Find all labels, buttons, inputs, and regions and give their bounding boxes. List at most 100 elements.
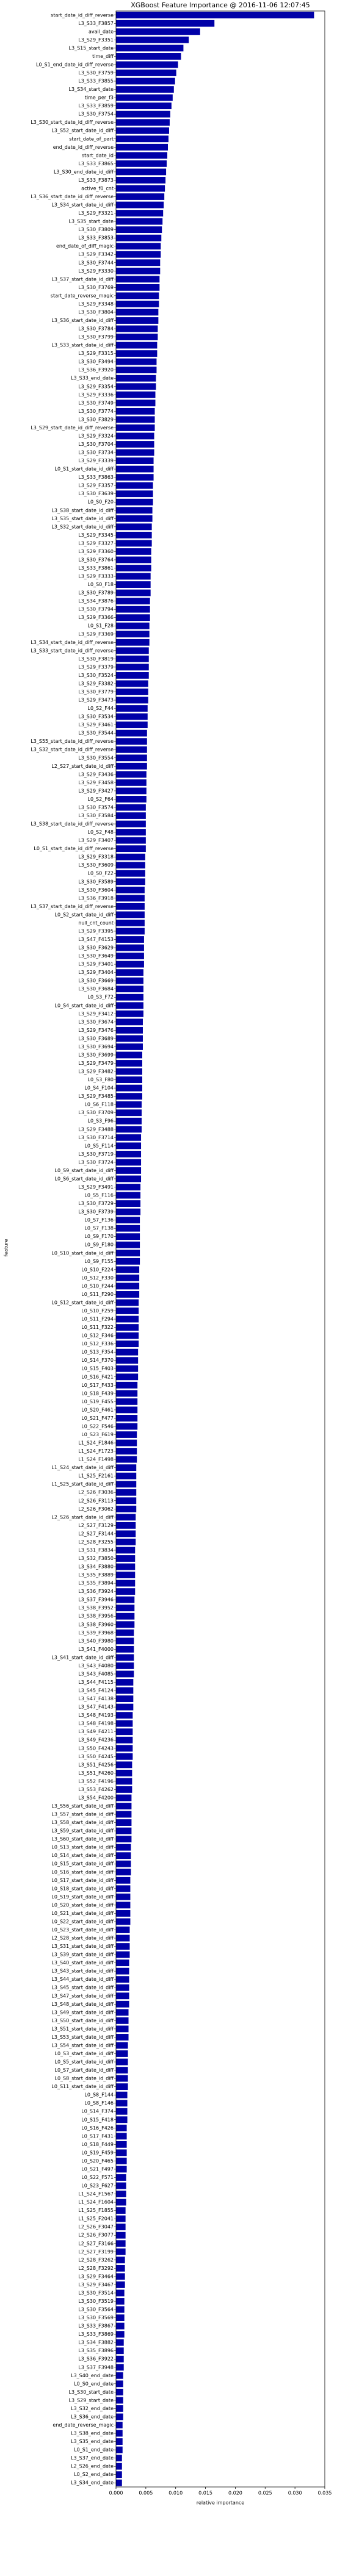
bar	[116, 119, 170, 126]
y-tick-label: L0_S12_F346	[81, 1333, 114, 1339]
y-tick-label: L0_S15_start_date_id_diff	[51, 1861, 114, 1867]
y-tick-label: L0_S9_F180	[84, 1242, 114, 1248]
bar	[116, 787, 147, 795]
y-tick-label: L3_S51_start_date_id_diff	[51, 2026, 114, 2031]
x-tick-label: 0.000	[109, 2491, 123, 2496]
bar	[116, 1472, 137, 1479]
plot-frame	[115, 10, 325, 2488]
bar	[116, 2083, 128, 2091]
y-tick-label: L3_S56_start_date_id_diff	[51, 1803, 114, 1809]
bar	[116, 2347, 124, 2355]
y-tick-label: L3_S36_F3920	[78, 367, 114, 373]
bar	[116, 374, 156, 382]
bar	[116, 1753, 133, 1760]
y-tick-label: L0_S1_F28	[88, 623, 114, 629]
y-tick-label: L3_S33_F3863	[78, 474, 114, 480]
y-tick-label: L3_S32_start_date_id_diff_reverse	[31, 747, 114, 753]
y-tick-label: L3_S30_F3564	[78, 2307, 114, 2313]
bar	[116, 1225, 140, 1232]
bar	[116, 1563, 136, 1570]
bar	[116, 1547, 136, 1554]
bar	[116, 1927, 130, 1933]
y-tick-label: L3_S30_F3734	[78, 450, 114, 456]
y-tick-label: L3_S30_F3574	[78, 804, 114, 810]
y-tick-label: L3_S47_F4143	[78, 1705, 114, 1710]
bar	[116, 1580, 136, 1587]
bar	[116, 1645, 134, 1653]
y-tick-label: L2_S26_end_date	[71, 2464, 114, 2469]
y-tick-label: L0_S1_start_date_id_diff_reverse	[34, 846, 114, 851]
y-tick-label: L3_S35_F3889	[78, 1572, 114, 1578]
bar	[116, 1852, 131, 1859]
y-tick-label: L3_S29_F3339	[78, 458, 114, 463]
bar	[116, 2191, 126, 2197]
bar	[116, 853, 145, 860]
bar	[116, 1959, 129, 1967]
bar	[116, 1505, 137, 1512]
y-tick-label: L3_S30_start_date	[69, 2389, 114, 2395]
y-tick-label: L0_S14_F374	[81, 2109, 114, 2114]
y-tick-label: L3_S40_end_date	[71, 2373, 114, 2378]
bar	[116, 598, 150, 605]
bar	[116, 2075, 128, 2082]
y-tick-label: L0_S16_F421	[81, 1374, 114, 1379]
y-tick-label: L3_S37_start_date_id_diff	[51, 276, 114, 282]
bar	[116, 292, 159, 299]
y-tick-label: L3_S30_F3794	[78, 607, 114, 612]
y-tick-label: L3_S58_start_date_id_diff	[51, 1820, 114, 1825]
y-tick-label: L3_S30_F3494	[78, 359, 114, 365]
bar	[116, 1712, 133, 1719]
bar	[116, 1390, 138, 1397]
bar	[116, 1605, 135, 1612]
bar	[116, 1159, 142, 1166]
bar	[116, 1406, 138, 1414]
y-tick-label: L3_S30_F3769	[78, 285, 114, 290]
y-tick-label: L0_S3_F80	[88, 1077, 114, 1082]
bar	[116, 2215, 126, 2222]
y-tick-label: L3_S29_F3485	[78, 1093, 114, 1099]
y-tick-label: L3_S30_F3709	[78, 1110, 114, 1115]
y-tick-label: L0_S10_start_date_id_diff	[51, 1250, 114, 1256]
bar	[116, 1299, 139, 1306]
y-tick-label: L3_S29_F3336	[78, 392, 114, 398]
y-tick-label: L3_S29_F3366	[78, 615, 114, 620]
bar	[116, 1051, 142, 1059]
y-tick-label: L0_S18_F449	[81, 2142, 114, 2147]
y-tick-label: L3_S37_F3948	[78, 2364, 114, 2370]
bar	[116, 2273, 125, 2280]
bar	[116, 870, 145, 877]
y-tick-label: L3_S33_F3867	[78, 2324, 114, 2329]
y-tick-label: L3_S38_F3960	[78, 1622, 114, 1627]
bar	[116, 2479, 122, 2486]
y-tick-label: L3_S35_F3896	[78, 2348, 114, 2353]
y-tick-label: L0_S20_F465	[81, 2158, 114, 2164]
bar	[116, 110, 170, 118]
y-tick-label: L0_S1_end_date_id_diff_reverse	[36, 62, 114, 67]
bar	[116, 2306, 125, 2313]
y-tick-label: L3_S38_F3952	[78, 1605, 114, 1611]
y-tick-label: L3_S34_F3880	[78, 1564, 114, 1570]
bar	[116, 334, 158, 340]
bar	[116, 548, 151, 555]
y-tick-label: L3_S29_start_date	[69, 2397, 114, 2403]
y-tick-label: L0_S7_F136	[84, 1217, 114, 1223]
bar	[116, 2124, 127, 2131]
y-tick-label: L3_S47_start_date_id_diff	[51, 1993, 114, 1998]
bar	[116, 1695, 134, 1702]
y-tick-label: L3_S33_F3859	[78, 103, 114, 109]
y-tick-label: L0_S14_F370	[81, 1358, 114, 1363]
bar	[116, 1200, 141, 1207]
y-tick-label: L3_S30_F3774	[78, 409, 114, 414]
y-tick-label: L3_S29_F3464	[78, 2274, 114, 2279]
bar	[116, 2025, 129, 2033]
y-tick-label: L0_S12_start_date_id_diff	[51, 1300, 114, 1305]
bar	[116, 1869, 131, 1876]
y-tick-label: L3_S44_F4115	[78, 1680, 114, 1685]
y-tick-label: L0_S15_F418	[81, 2117, 114, 2122]
y-tick-label: L0_S18_F439	[81, 1390, 114, 1396]
bar	[116, 342, 158, 349]
y-tick-label: L3_S39_start_date_id_diff	[51, 1952, 114, 1958]
bar	[116, 2331, 125, 2338]
y-tick-label: L3_S35_F3894	[78, 1581, 114, 1586]
bar	[116, 606, 150, 613]
